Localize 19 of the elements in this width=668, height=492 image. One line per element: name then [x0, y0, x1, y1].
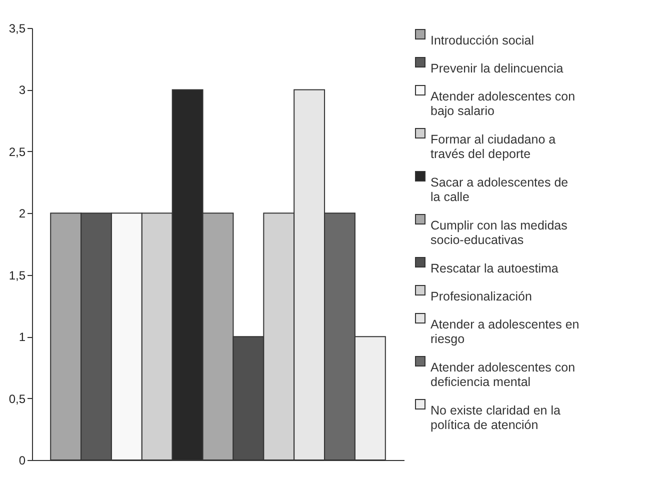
- legend-label: No existe claridad en la política de atención: [430, 403, 560, 432]
- legend-label: Atender adolescentes con deficiencia mental: [430, 360, 576, 389]
- y-tick-label: 2: [18, 206, 26, 221]
- legend-label: Atender a adolescentes en riesgo: [430, 317, 580, 346]
- legend-label: Rescatar la autoestima: [430, 261, 558, 276]
- y-tick-label: 3: [18, 83, 26, 98]
- legend-label: Atender adolescentes con bajo salario: [430, 89, 576, 118]
- y-tick-label: 1: [18, 330, 26, 344]
- y-tick-label: 0: [18, 454, 26, 468]
- legend-label: Cumplir con las medidas socio-educativas: [430, 218, 568, 247]
- y-tick-label: 0,5: [8, 392, 26, 406]
- legend-label: Profesionalización: [430, 289, 532, 304]
- y-tick-label: 3,5: [8, 22, 26, 36]
- y-tick-label: 1,5: [8, 268, 26, 282]
- legend-label: Sacar a adolescentes de la calle: [430, 175, 568, 204]
- legend-label: Prevenir la delincuencia: [430, 61, 564, 76]
- y-tick-label: 2,5: [8, 144, 26, 159]
- legend-label: Introducción social: [430, 33, 534, 48]
- legend-label: Formar al ciudadano a través del deporte: [430, 132, 556, 161]
